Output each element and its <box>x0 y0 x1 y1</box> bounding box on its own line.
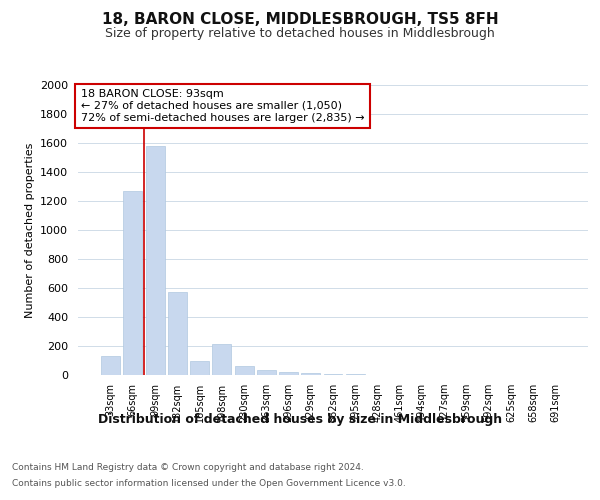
Text: Contains public sector information licensed under the Open Government Licence v3: Contains public sector information licen… <box>12 478 406 488</box>
Bar <box>168 292 187 375</box>
Bar <box>124 191 142 375</box>
Bar <box>323 374 343 375</box>
Text: 18 BARON CLOSE: 93sqm
← 27% of detached houses are smaller (1,050)
72% of semi-d: 18 BARON CLOSE: 93sqm ← 27% of detached … <box>80 90 364 122</box>
Text: Contains HM Land Registry data © Crown copyright and database right 2024.: Contains HM Land Registry data © Crown c… <box>12 464 364 472</box>
Bar <box>346 374 365 375</box>
Text: 18, BARON CLOSE, MIDDLESBROUGH, TS5 8FH: 18, BARON CLOSE, MIDDLESBROUGH, TS5 8FH <box>101 12 499 28</box>
Text: Distribution of detached houses by size in Middlesbrough: Distribution of detached houses by size … <box>98 412 502 426</box>
Bar <box>301 373 320 375</box>
Bar <box>257 370 276 375</box>
Bar <box>146 146 164 375</box>
Bar <box>101 356 120 375</box>
Y-axis label: Number of detached properties: Number of detached properties <box>25 142 35 318</box>
Bar <box>190 360 209 375</box>
Text: Size of property relative to detached houses in Middlesbrough: Size of property relative to detached ho… <box>105 28 495 40</box>
Bar <box>279 372 298 375</box>
Bar <box>235 366 254 375</box>
Bar <box>212 344 231 375</box>
